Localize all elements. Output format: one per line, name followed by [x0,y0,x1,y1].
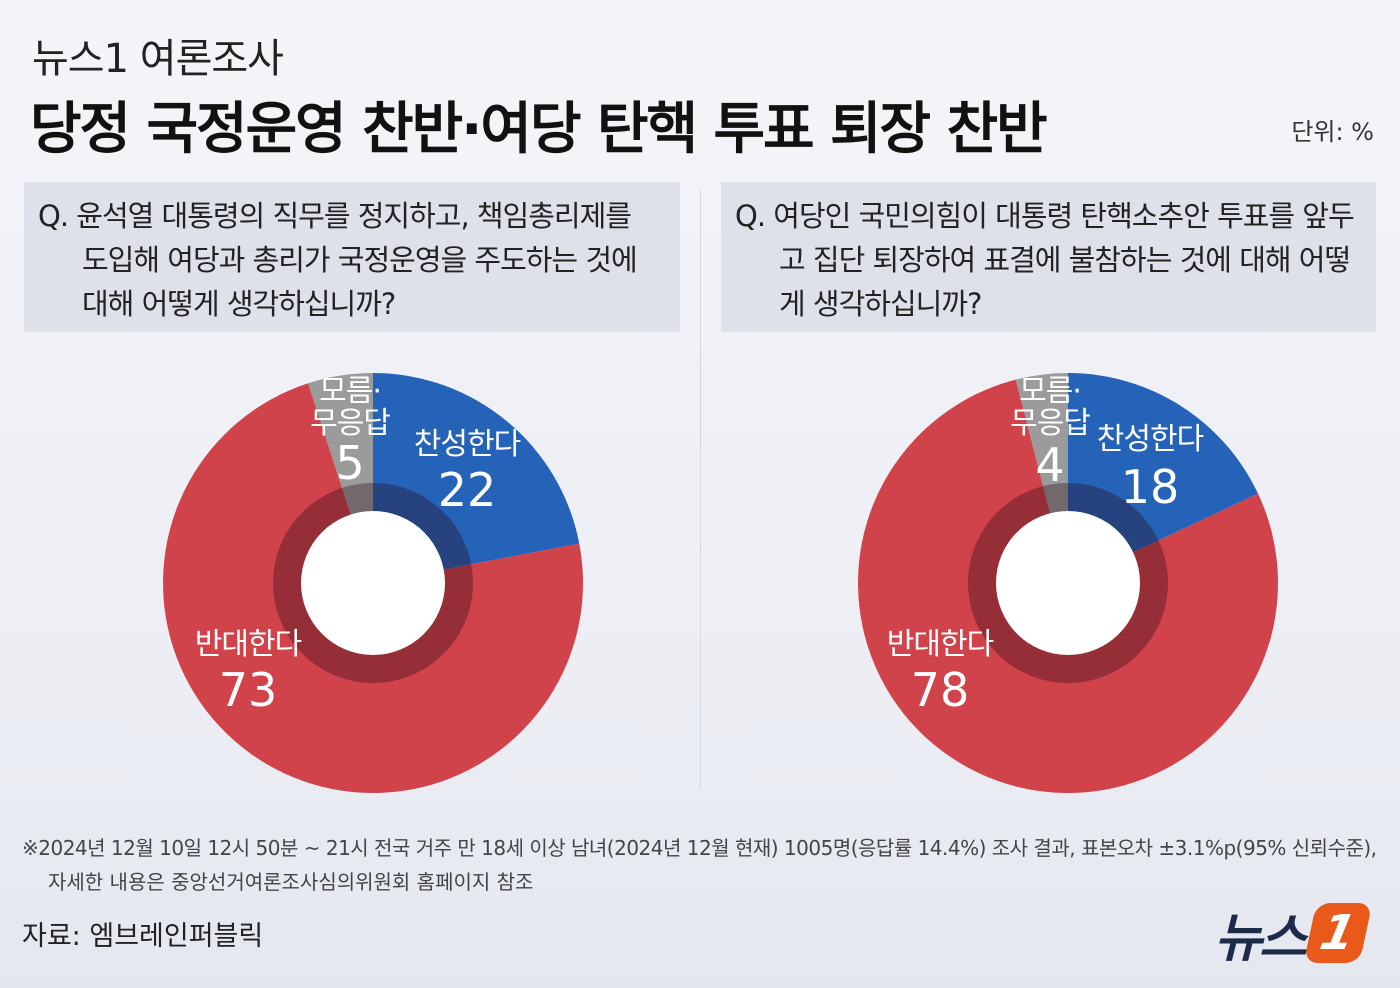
footnote: ※2024년 12월 10일 12시 50분 ~ 21시 전국 거주 만 18세… [22,836,1377,860]
donut-hole [996,511,1140,655]
value-label: 22 [437,463,497,517]
kicker: 뉴스1 여론조사 [32,36,284,82]
value-label: 73 [218,663,278,717]
logo: 뉴스 1 [1214,900,1373,969]
slice-label: 모름· 무응답 [310,374,391,441]
question: Q. 윤석열 대통령의 직무를 정지하고, 책임총리제를 도입해 여당과 총리가… [24,182,680,332]
question: Q. 여당인 국민의힘이 대통령 탄핵소추안 투표를 앞두고 집단 퇴장하여 표… [721,182,1376,332]
slice-label: 반대한다 [886,627,994,662]
slice-label: 반대한다 [194,627,302,662]
logo-badge: 1 [1303,903,1373,963]
slice-label: 모름· 무응답 [1010,374,1091,441]
unit: 단위: % [1291,118,1374,146]
value-label: 78 [910,663,970,717]
donut-slice [373,373,580,583]
title: 당정 국정운영 찬반·여당 탄핵 투표 퇴장 찬반 [30,97,1048,162]
donut-hole [301,511,445,655]
divider [700,190,701,790]
source: 자료: 엠브레인퍼블릭 [22,921,264,952]
logo-text: 뉴스 [1214,908,1307,969]
value-label: 18 [1120,460,1180,514]
value-label: 5 [335,436,365,490]
slice-label: 찬성한다 [1096,422,1204,457]
slice-label: 찬성한다 [413,427,521,462]
value-label: 4 [1035,438,1065,492]
footnote: 자세한 내용은 중앙선거여론조사심의위원회 홈페이지 참조 [48,870,534,894]
